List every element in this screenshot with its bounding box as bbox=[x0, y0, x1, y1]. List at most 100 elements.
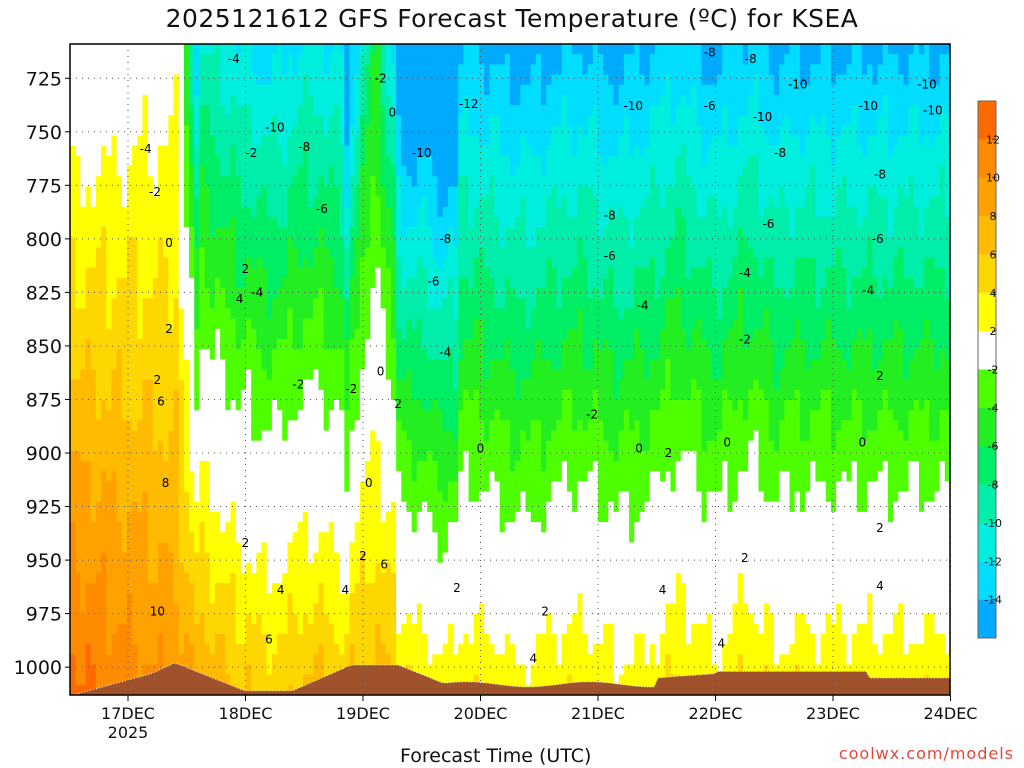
temperature-cell bbox=[359, 257, 366, 371]
temperature-cell bbox=[214, 44, 221, 157]
temperature-cell bbox=[629, 308, 635, 360]
temperature-cell bbox=[649, 44, 656, 55]
temperature-cell bbox=[587, 471, 594, 655]
temperature-cell bbox=[126, 44, 133, 167]
temperature-cell bbox=[354, 237, 361, 330]
temperature-cell bbox=[903, 135, 910, 198]
temperature-cell bbox=[799, 84, 806, 157]
temperature-cell bbox=[406, 613, 413, 666]
temperature-cell bbox=[90, 583, 97, 666]
temperature-cell bbox=[856, 328, 863, 401]
temperature-cell bbox=[836, 349, 842, 432]
temperature-cell bbox=[463, 277, 470, 340]
temperature-cell bbox=[872, 84, 879, 137]
temperature-cell bbox=[494, 308, 501, 360]
temperature-cell bbox=[344, 633, 351, 686]
temperature-cell bbox=[271, 54, 278, 116]
temperature-cell bbox=[126, 511, 133, 594]
temperature-cell bbox=[328, 54, 335, 116]
temperature-cell bbox=[525, 511, 532, 686]
temperature-cell bbox=[515, 461, 521, 513]
temperature-cell bbox=[862, 338, 868, 442]
temperature-cell bbox=[396, 471, 402, 635]
temperature-cell bbox=[758, 389, 765, 493]
temperature-cell bbox=[266, 593, 273, 676]
temperature-cell bbox=[359, 481, 366, 554]
temperature-cell bbox=[665, 654, 672, 695]
credit-link[interactable]: coolwx.com/models bbox=[838, 744, 1014, 763]
y-tick-label: 875 bbox=[26, 389, 62, 411]
temperature-cell bbox=[706, 440, 713, 493]
temperature-cell bbox=[359, 44, 366, 55]
temperature-cell bbox=[106, 328, 113, 411]
temperature-cell bbox=[815, 125, 822, 218]
temperature-cell bbox=[872, 135, 879, 188]
temperature-cell bbox=[370, 54, 377, 177]
temperature-cell bbox=[209, 654, 216, 695]
temperature-cell bbox=[737, 176, 744, 228]
temperature-cell bbox=[220, 105, 226, 177]
temperature-cell bbox=[510, 227, 516, 289]
temperature-cell bbox=[80, 308, 87, 371]
temperature-cell bbox=[209, 237, 216, 310]
temperature-cell bbox=[665, 298, 672, 360]
temperature-cell bbox=[805, 84, 811, 137]
temperature-cell bbox=[820, 338, 827, 391]
temperature-cell bbox=[437, 267, 444, 310]
temperature-cell bbox=[893, 44, 899, 55]
temperature-cell bbox=[183, 44, 190, 126]
temperature-cell bbox=[510, 288, 516, 371]
temperature-cell bbox=[401, 338, 408, 381]
contour-label: 0 bbox=[723, 435, 731, 449]
temperature-cell bbox=[753, 155, 760, 259]
temperature-cell bbox=[748, 44, 754, 96]
temperature-cell bbox=[758, 216, 765, 279]
temperature-cell bbox=[484, 44, 490, 96]
temperature-cell bbox=[422, 196, 428, 269]
temperature-cell bbox=[556, 308, 563, 371]
temperature-cell bbox=[908, 277, 915, 360]
temperature-cell bbox=[230, 400, 237, 503]
temperature-cell bbox=[484, 196, 490, 269]
temperature-cell bbox=[737, 471, 744, 574]
contour-label: 0 bbox=[859, 435, 867, 449]
temperature-cell bbox=[566, 389, 573, 493]
temperature-cell bbox=[551, 633, 558, 695]
ground-edge bbox=[71, 662, 950, 695]
temperature-cell bbox=[572, 613, 578, 686]
contour-label: -2 bbox=[149, 185, 161, 199]
temperature-cell bbox=[644, 501, 651, 666]
temperature-cell bbox=[334, 644, 340, 695]
temperature-cell bbox=[887, 338, 894, 411]
temperature-cell bbox=[763, 135, 770, 208]
temperature-cell bbox=[541, 288, 547, 360]
temperature-cell bbox=[665, 603, 672, 655]
temperature-cell bbox=[339, 593, 345, 655]
temperature-cell bbox=[199, 44, 206, 55]
temperature-cell bbox=[499, 64, 506, 157]
temperature-cell bbox=[872, 44, 879, 86]
contour-label: 0 bbox=[635, 442, 643, 456]
temperature-cell bbox=[903, 196, 910, 279]
temperature-cell bbox=[820, 389, 827, 482]
temperature-cell bbox=[877, 196, 884, 299]
temperature-cell bbox=[846, 420, 853, 482]
temperature-cell bbox=[256, 44, 263, 86]
temperature-cell bbox=[385, 94, 392, 157]
temperature-cell bbox=[220, 44, 226, 106]
temperature-cell bbox=[515, 664, 521, 695]
temperature-cell bbox=[463, 44, 470, 96]
temperature-cell bbox=[80, 461, 87, 615]
temperature-cell bbox=[686, 277, 692, 350]
temperature-cell bbox=[598, 644, 604, 695]
temperature-cell bbox=[660, 277, 666, 330]
temperature-cell bbox=[292, 74, 299, 126]
temperature-cell bbox=[535, 44, 542, 55]
temperature-cell bbox=[587, 115, 594, 188]
temperature-cell bbox=[794, 491, 801, 615]
temperature-cell bbox=[629, 542, 635, 666]
temperature-cell bbox=[189, 227, 195, 279]
temperature-cell bbox=[349, 542, 356, 594]
temperature-cell bbox=[841, 359, 848, 421]
temperature-cell bbox=[246, 613, 252, 666]
